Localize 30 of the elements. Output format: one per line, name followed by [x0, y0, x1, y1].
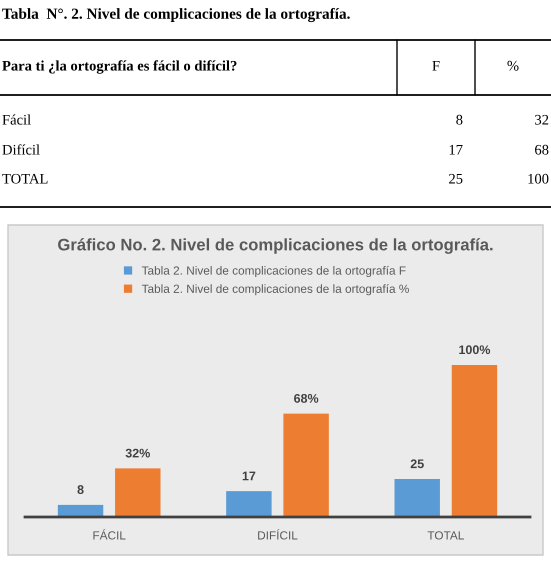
- text: TOTAL: [2, 174, 48, 184]
- bar: [283, 414, 329, 517]
- text: Tabla N°. 2. Nivel de complicaciones de la ortografía.: [2, 8, 350, 22]
- data-label: 100%: [459, 345, 490, 354]
- legend-label: Tabla 2. Nivel de complicaciones de la ortografía F: [142, 266, 406, 278]
- bar: [115, 468, 161, 517]
- text: Para ti ¿la ortografía es fácil o difícil?: [2, 60, 236, 74]
- data-label: 8: [77, 485, 84, 494]
- data-label: 17: [242, 472, 256, 480]
- text: 17: [450, 144, 463, 155]
- text: 25: [449, 174, 462, 184]
- text: 100: [528, 174, 548, 184]
- data-label: 25: [410, 459, 424, 468]
- bar: [452, 364, 498, 517]
- text: 32: [535, 114, 548, 125]
- text: 68: [535, 144, 548, 155]
- data-label: 32%: [126, 448, 150, 458]
- bar: [226, 491, 272, 517]
- text: Fácil: [2, 114, 31, 125]
- data-label: 68%: [294, 394, 318, 403]
- text: F: [432, 60, 440, 71]
- legend-label: Tabla 2. Nivel de complicaciones de la ortografía %: [142, 284, 409, 296]
- text: 8: [456, 114, 462, 125]
- text: Difícil: [2, 144, 40, 155]
- x-tick-label: DIFÍCIL: [258, 529, 298, 540]
- chart-title: Gráfico No. 2. Nivel de complicaciones de la ortografía.: [58, 238, 492, 254]
- x-tick-label: FÁCIL: [93, 529, 126, 540]
- text: %: [507, 60, 519, 71]
- x-tick-label: TOTAL: [428, 531, 464, 540]
- bar: [394, 478, 440, 517]
